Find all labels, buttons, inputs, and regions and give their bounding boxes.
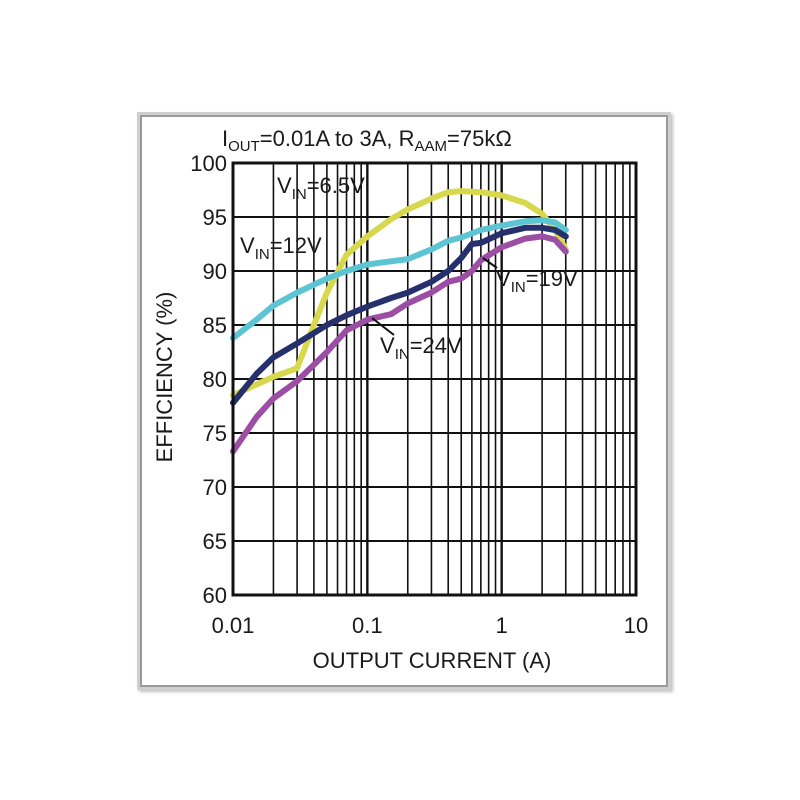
series-label-v19: VIN=19V bbox=[496, 266, 578, 296]
x-axis-label: OUTPUT CURRENT (A) bbox=[313, 648, 552, 673]
series-label-v24: VIN=24V bbox=[380, 333, 462, 363]
grid bbox=[233, 163, 636, 595]
series-line-v19 bbox=[230, 224, 569, 406]
y-tick-label: 75 bbox=[203, 421, 227, 446]
y-tick-label: 70 bbox=[203, 475, 227, 500]
label-leader-v19 bbox=[482, 257, 498, 269]
y-tick-label: 90 bbox=[203, 259, 227, 284]
label-leader-v24 bbox=[371, 317, 395, 336]
x-tick-label: 0.1 bbox=[352, 613, 383, 638]
y-tick-label: 60 bbox=[203, 583, 227, 608]
x-tick-label: 10 bbox=[624, 613, 648, 638]
series-label-v12: VIN=12V bbox=[240, 233, 322, 263]
chart-title: IOUT=0.01A to 3A, RAAM=75kΩ bbox=[222, 126, 512, 155]
y-axis-label: EFFICIENCY (%) bbox=[152, 292, 177, 463]
series-labels: VIN=6.5V VIN=12V VIN=19V VIN=24V bbox=[240, 173, 578, 363]
series-line-v24 bbox=[230, 233, 569, 455]
y-tick-label: 95 bbox=[203, 205, 227, 230]
x-tick-label: 1 bbox=[496, 613, 508, 638]
series-lines bbox=[230, 188, 569, 455]
y-tick-label: 100 bbox=[190, 151, 227, 176]
series-label-v65: VIN=6.5V bbox=[277, 173, 365, 203]
y-tick-label: 65 bbox=[203, 529, 227, 554]
y-tick-label: 85 bbox=[203, 313, 227, 338]
series-line-v12 bbox=[230, 217, 569, 341]
x-tick-labels: 0.01 0.1 1 10 bbox=[212, 613, 649, 638]
series-line-v65 bbox=[230, 188, 569, 399]
y-tick-labels: 60 65 70 75 80 85 90 95 100 bbox=[190, 151, 227, 608]
x-tick-label: 0.01 bbox=[212, 613, 255, 638]
plot-border bbox=[231, 161, 638, 597]
y-tick-label: 80 bbox=[203, 367, 227, 392]
